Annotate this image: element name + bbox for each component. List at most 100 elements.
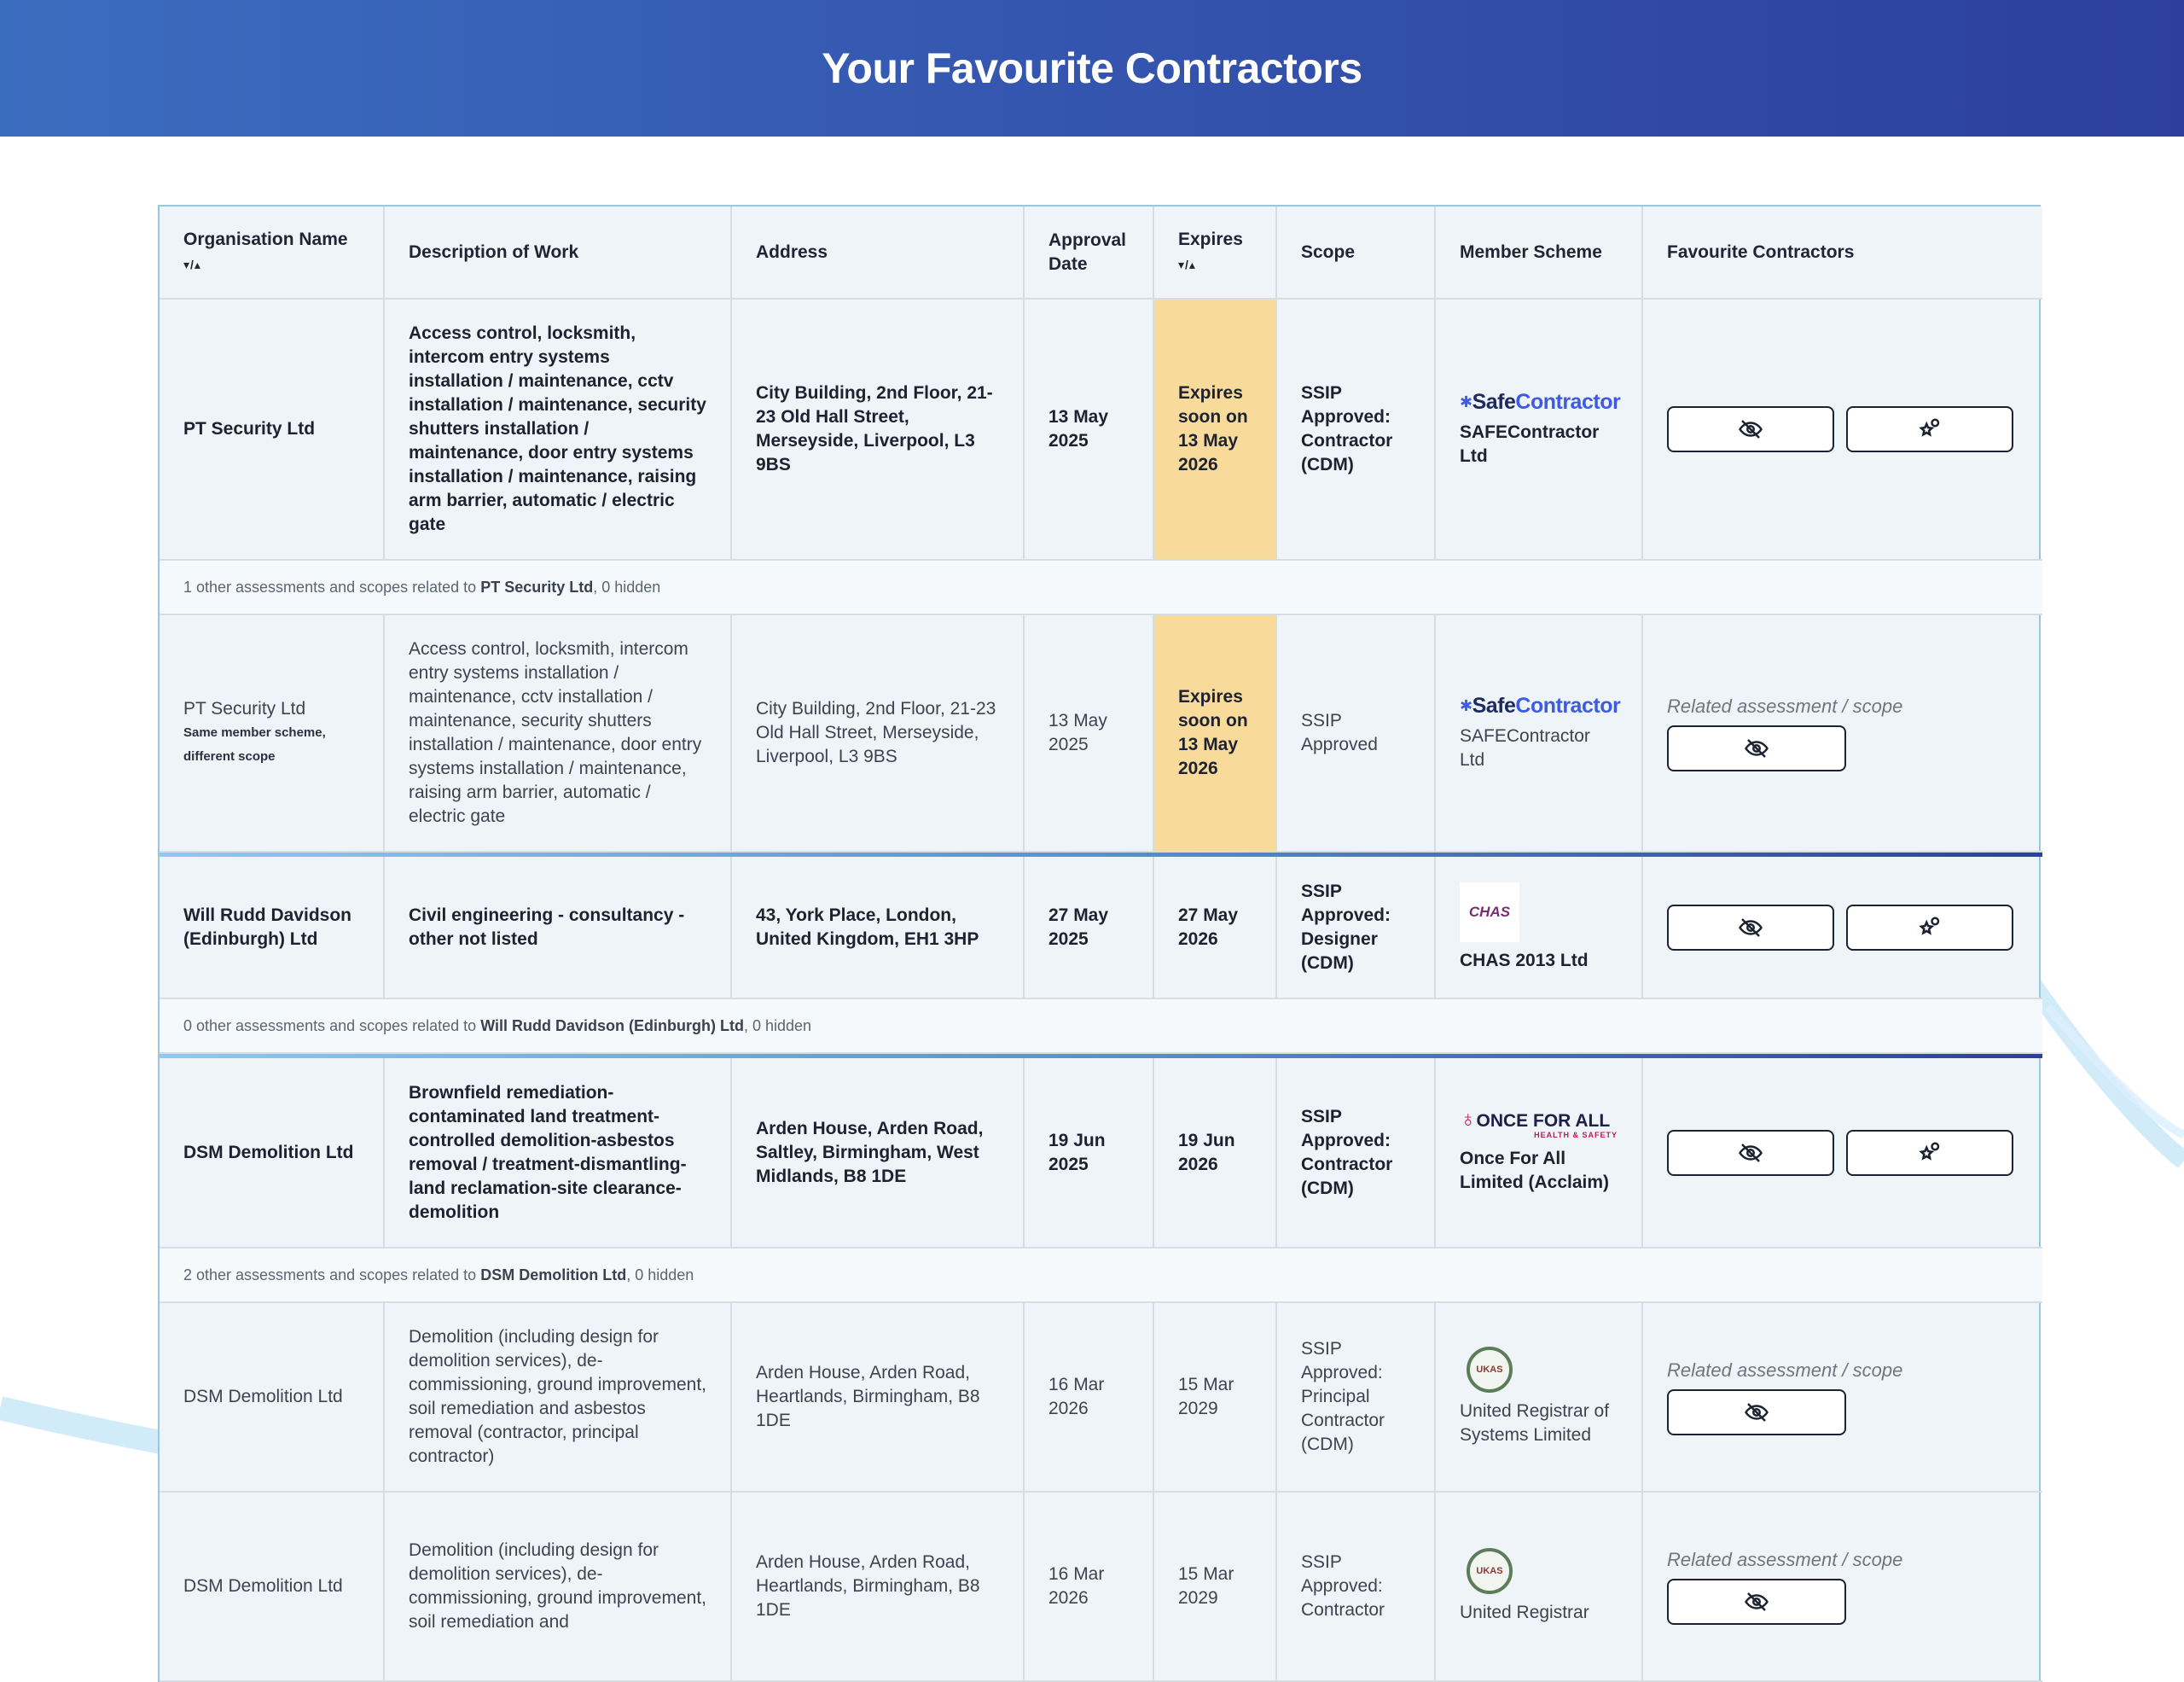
page-title: Your Favourite Contractors xyxy=(822,44,1362,92)
favourite-actions xyxy=(1642,1058,2042,1248)
scope: SSIP Approved: Principal Contractor (CDM… xyxy=(1276,1302,1436,1493)
hide-button[interactable] xyxy=(1667,725,1846,771)
favourite-button[interactable] xyxy=(1846,1129,2013,1176)
scope: SSIP Approved: Designer (CDM) xyxy=(1276,857,1436,999)
ukas-logo: UKAS xyxy=(1467,1548,1513,1594)
related-note: 1 other assessments and scopes related t… xyxy=(160,560,2042,615)
hide-button[interactable] xyxy=(1667,1129,1834,1176)
description: Demolition (including design for demolit… xyxy=(384,1492,732,1682)
sort-icon[interactable]: ▾/▴ xyxy=(1178,258,1196,271)
favourite-actions: Related assessment / scope xyxy=(1642,614,2042,853)
scope: SSIP Approved: Contractor xyxy=(1276,1492,1436,1682)
eye-slash-icon xyxy=(1745,739,1769,758)
description: Brownfield remediation-contaminated land… xyxy=(384,1058,732,1248)
hide-button[interactable] xyxy=(1667,904,1834,951)
org-name: DSM Demolition Ltd xyxy=(160,1058,385,1248)
member-scheme: ✱SafeContractor SAFEContractor Ltd xyxy=(1435,614,1643,853)
related-note: 0 other assessments and scopes related t… xyxy=(160,998,2042,1054)
scheme-name: Once For All Limited (Acclaim) xyxy=(1460,1149,1610,1192)
column-header-scheme: Member Scheme xyxy=(1435,207,1643,300)
org-note: Same member scheme, different scope xyxy=(183,725,326,764)
description: Access control, locksmith, intercom entr… xyxy=(384,614,732,853)
description: Demolition (including design for demolit… xyxy=(384,1302,732,1493)
related-label: Related assessment / scope xyxy=(1667,1549,1903,1570)
safecontractor-logo: ✱SafeContractor xyxy=(1460,694,1621,718)
expires-date: 15 Mar 2029 xyxy=(1153,1492,1277,1682)
address: Arden House, Arden Road, Heartlands, Bir… xyxy=(731,1302,1025,1493)
group-separator xyxy=(160,852,2042,857)
table-row: DSM Demolition Ltd Demolition (including… xyxy=(160,1492,2042,1682)
approval-date: 13 May 2025 xyxy=(1024,614,1154,853)
group-separator xyxy=(160,1053,2042,1058)
table-row: PT Security Ltd Same member scheme, diffe… xyxy=(160,614,2042,853)
once-for-all-logo: ♁ONCE FOR ALL HEALTH & SAFETY xyxy=(1460,1106,1618,1139)
table-row: DSM Demolition Ltd Brownfield remediatio… xyxy=(160,1058,2042,1248)
approval-date: 13 May 2025 xyxy=(1024,299,1154,561)
eye-slash-icon xyxy=(1739,917,1763,937)
column-header-scope: Scope xyxy=(1276,207,1436,300)
related-note-row: 1 other assessments and scopes related t… xyxy=(160,560,2042,615)
column-header-org[interactable]: Organisation Name ▾/▴ xyxy=(160,207,385,300)
member-scheme: UKAS United Registrar xyxy=(1435,1492,1643,1682)
approval-date: 16 Mar 2026 xyxy=(1024,1492,1154,1682)
eye-slash-icon xyxy=(1739,420,1763,439)
table-row: Will Rudd Davidson (Edinburgh) Ltd Civil… xyxy=(160,857,2042,999)
scheme-name: SAFEContractor Ltd xyxy=(1460,422,1600,466)
approval-date: 27 May 2025 xyxy=(1024,857,1154,999)
address: City Building, 2nd Floor, 21-23 Old Hall… xyxy=(731,614,1025,853)
scheme-name: CHAS 2013 Ltd xyxy=(1460,950,1589,970)
org-name: DSM Demolition Ltd xyxy=(160,1302,385,1493)
expires-date: 19 Jun 2026 xyxy=(1153,1058,1277,1248)
sort-icon[interactable]: ▾/▴ xyxy=(183,258,201,271)
safecontractor-logo: ✱SafeContractor xyxy=(1460,390,1621,414)
related-note: 2 other assessments and scopes related t… xyxy=(160,1248,2042,1303)
eye-slash-icon xyxy=(1745,1403,1769,1422)
org-name: PT Security Ltd Same member scheme, diffe… xyxy=(160,614,385,853)
approval-date: 19 Jun 2025 xyxy=(1024,1058,1154,1248)
related-note-row: 2 other assessments and scopes related t… xyxy=(160,1248,2042,1303)
column-header-expires[interactable]: Expires ▾/▴ xyxy=(1153,207,1277,300)
table-row: DSM Demolition Ltd Demolition (including… xyxy=(160,1302,2042,1493)
table-header-row: Organisation Name ▾/▴ Description of Work… xyxy=(160,207,2042,300)
address: Arden House, Arden Road, Saltley, Birmin… xyxy=(731,1058,1025,1248)
ukas-logo: UKAS xyxy=(1467,1347,1513,1393)
star-pin-icon xyxy=(1919,1142,1940,1161)
scheme-name: SAFEContractor Ltd xyxy=(1460,726,1590,770)
favourite-button[interactable] xyxy=(1846,904,2013,951)
member-scheme: ♁ONCE FOR ALL HEALTH & SAFETY Once For Al… xyxy=(1435,1058,1643,1248)
star-pin-icon xyxy=(1919,917,1940,935)
star-pin-icon xyxy=(1919,418,1940,437)
contractors-table-container: Organisation Name ▾/▴ Description of Work… xyxy=(158,205,2042,1682)
scheme-name: United Registrar of Systems Limited xyxy=(1460,1401,1610,1445)
address: Arden House, Arden Road, Heartlands, Bir… xyxy=(731,1492,1025,1682)
favourite-button[interactable] xyxy=(1846,406,2013,452)
column-header-approval: Approval Date xyxy=(1024,207,1154,300)
eye-slash-icon xyxy=(1745,1592,1769,1611)
description: Civil engineering - consultancy - other … xyxy=(384,857,732,999)
expires-date: Expires soon on 13 May 2026 xyxy=(1153,299,1277,561)
related-label: Related assessment / scope xyxy=(1667,1359,1903,1381)
org-name: Will Rudd Davidson (Edinburgh) Ltd xyxy=(160,857,385,999)
expires-date: Expires soon on 13 May 2026 xyxy=(1153,614,1277,853)
page-header: Your Favourite Contractors xyxy=(0,0,2184,137)
hide-button[interactable] xyxy=(1667,406,1834,452)
favourite-actions: Related assessment / scope xyxy=(1642,1302,2042,1493)
member-scheme: UKAS United Registrar of Systems Limited xyxy=(1435,1302,1643,1493)
member-scheme: ✱SafeContractor SAFEContractor Ltd xyxy=(1435,299,1643,561)
column-header-address: Address xyxy=(731,207,1025,300)
scheme-name: United Registrar xyxy=(1460,1603,1589,1622)
favourite-actions xyxy=(1642,857,2042,999)
table-row: PT Security Ltd Access control, locksmit… xyxy=(160,299,2042,561)
hide-button[interactable] xyxy=(1667,1579,1846,1625)
contractors-table: Organisation Name ▾/▴ Description of Work… xyxy=(160,207,2042,1682)
scope: SSIP Approved: Contractor (CDM) xyxy=(1276,1058,1436,1248)
hide-button[interactable] xyxy=(1667,1389,1846,1435)
favourite-actions: Related assessment / scope xyxy=(1642,1492,2042,1682)
chas-logo: CHAS xyxy=(1460,882,1519,942)
org-name: PT Security Ltd xyxy=(160,299,385,561)
expires-date: 27 May 2026 xyxy=(1153,857,1277,999)
approval-date: 16 Mar 2026 xyxy=(1024,1302,1154,1493)
eye-slash-icon xyxy=(1739,1143,1763,1162)
related-note-row: 0 other assessments and scopes related t… xyxy=(160,998,2042,1054)
expires-date: 15 Mar 2029 xyxy=(1153,1302,1277,1493)
